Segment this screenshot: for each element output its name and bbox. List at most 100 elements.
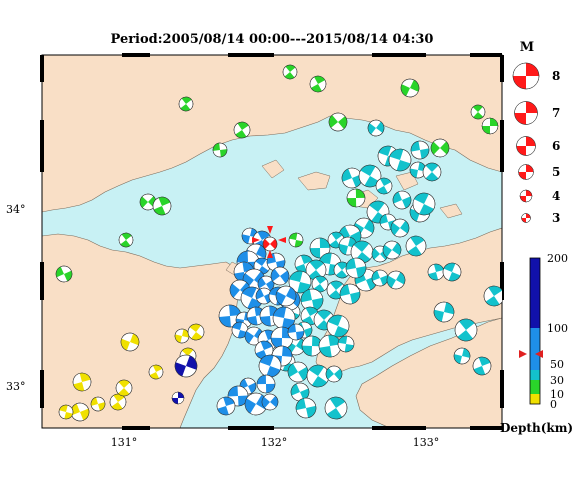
event-surface: [109, 393, 127, 411]
event-shallow: [375, 177, 393, 195]
event-shallow: [442, 262, 462, 282]
event-shallow: [350, 240, 374, 264]
event-shallow: [422, 162, 442, 182]
event-crustal: [233, 121, 251, 139]
lat-tick-34: 34°: [6, 203, 26, 216]
land-masses: [42, 55, 502, 428]
event-shallow: [382, 240, 402, 260]
frame-tick-left: [40, 55, 44, 82]
event-crustal: [346, 188, 366, 208]
event-surface: [72, 372, 92, 392]
event-shallow: [410, 140, 430, 160]
event-crustal: [481, 117, 499, 135]
frame-tick-right: [500, 370, 504, 408]
latest-event-marker: [267, 226, 273, 234]
frame-tick-top: [228, 53, 274, 57]
event-deep: [174, 354, 198, 378]
depth-tick-10: 10: [550, 388, 564, 401]
event-crustal: [55, 265, 73, 283]
event-crustal: [139, 193, 157, 211]
magnitude-legend-symbol: [518, 164, 534, 180]
event-mid: [272, 306, 296, 330]
frame-tick-right: [500, 120, 504, 172]
event-crustal: [400, 78, 420, 98]
event-surface: [90, 396, 106, 412]
depth-band-crustal: [530, 380, 540, 394]
island-6: [439, 203, 463, 219]
event-mid: [270, 266, 290, 286]
event-shallow: [388, 148, 412, 172]
event-shallow: [427, 263, 445, 281]
depth-tick-100: 100: [547, 322, 568, 335]
event-latest: [262, 236, 278, 252]
event-shallow: [305, 259, 327, 281]
frame-tick-top: [372, 53, 426, 57]
event-mid: [254, 340, 274, 360]
event-mid: [244, 392, 268, 416]
depth-scale-frame: [529, 257, 541, 405]
event-shallow: [290, 382, 310, 402]
event-surface: [115, 379, 133, 397]
frame-tick-right: [500, 55, 504, 82]
magnitude-legend: M 8 7 6 5 4 3: [512, 40, 560, 225]
depth-unit-label: Depth(km): [500, 421, 573, 435]
event-surface: [187, 323, 205, 341]
island-3: [395, 171, 419, 191]
magnitude-legend-symbol: [521, 213, 531, 223]
magnitude-legend-label: 3: [552, 211, 560, 225]
x-axis: 131° 132° 133°: [111, 436, 440, 449]
event-surface: [58, 404, 74, 420]
magnitude-legend-symbol: [516, 136, 536, 156]
island-1: [297, 171, 331, 191]
lon-tick-131: 131°: [111, 436, 138, 449]
depth-band-shallow: [530, 370, 540, 380]
event-mid: [256, 374, 276, 394]
event-crustal: [118, 232, 134, 248]
event-crustal: [309, 75, 327, 93]
lon-tick-133: 133°: [413, 436, 440, 449]
event-shallow: [472, 356, 492, 376]
event-shallow: [337, 335, 355, 353]
frame-tick-bottom: [470, 426, 502, 430]
event-crustal: [430, 138, 450, 158]
event-shallow: [483, 285, 502, 307]
event-shallow: [390, 218, 410, 238]
magnitude-legend-label: 4: [552, 189, 560, 203]
lon-tick-132: 132°: [261, 436, 288, 449]
event-mid: [255, 287, 273, 305]
frame-tick-right: [500, 262, 504, 300]
y-axis: 34° 33°: [6, 203, 26, 393]
event-surface: [148, 364, 164, 380]
depth-band-mid: [530, 328, 540, 370]
event-crustal: [212, 142, 228, 158]
map-frame-ticks: [40, 53, 504, 430]
frame-tick-bottom: [122, 426, 150, 430]
event-shallow: [311, 275, 329, 293]
event-shallow: [371, 269, 389, 287]
depth-tick-50: 50: [550, 358, 564, 371]
event-shallow: [326, 314, 350, 338]
event-crustal: [152, 196, 172, 216]
magnitude-legend-label: 6: [552, 139, 560, 153]
event-crustal: [470, 104, 486, 120]
frame-tick-bottom: [372, 426, 426, 430]
magnitude-legend-symbol: [519, 189, 533, 203]
event-shallow: [325, 365, 343, 383]
lat-tick-33: 33°: [6, 380, 26, 393]
event-shallow: [386, 270, 406, 290]
event-mid: [261, 393, 279, 411]
depth-scale: 200 100 50 30 10 0 Depth(km): [500, 252, 573, 435]
event-surface: [174, 328, 190, 344]
event-crustal: [328, 112, 348, 132]
frame-tick-top: [122, 53, 150, 57]
depth-tick-0: 0: [550, 398, 557, 411]
frame-tick-top: [470, 53, 502, 57]
event-shallow: [309, 237, 331, 259]
depth-marker-right: [535, 350, 543, 358]
event-crustal: [282, 64, 298, 80]
frame-tick-bottom: [228, 426, 274, 430]
frame-tick-left: [40, 120, 44, 172]
figure-title: Period:2005/08/14 00:00---2015/08/14 04:…: [111, 32, 434, 47]
event-shallow: [339, 283, 361, 305]
